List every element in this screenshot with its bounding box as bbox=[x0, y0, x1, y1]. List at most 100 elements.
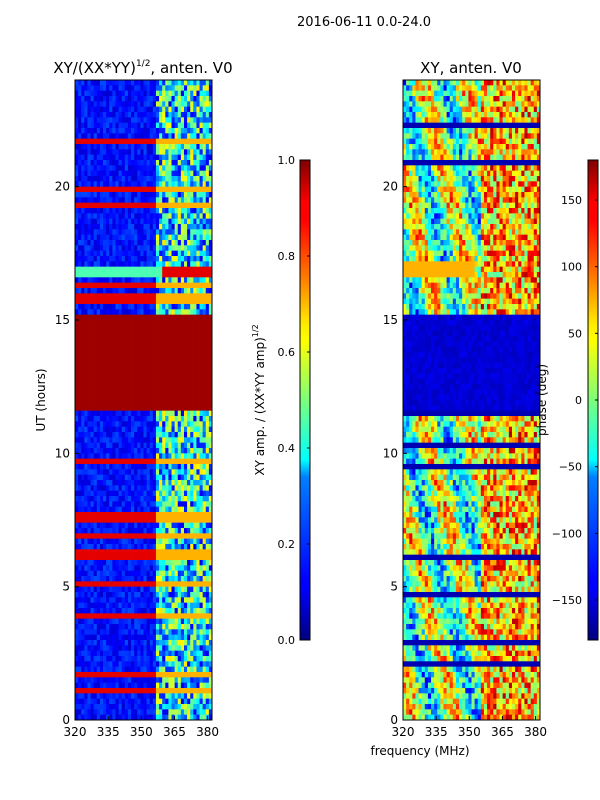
heatmap-cell bbox=[87, 224, 91, 230]
heatmap-cell bbox=[174, 261, 179, 268]
heatmap-cell bbox=[112, 560, 116, 566]
heatmap-cell bbox=[87, 565, 91, 572]
heatmap-cell bbox=[187, 576, 191, 582]
heatmap-cell bbox=[168, 128, 172, 134]
heatmap-cell bbox=[165, 106, 169, 113]
heatmap-cell bbox=[208, 272, 213, 278]
heatmap-cell bbox=[106, 234, 110, 241]
heatmap-cell bbox=[90, 405, 95, 412]
heatmap-cell bbox=[124, 442, 129, 449]
heatmap-cell bbox=[87, 629, 91, 636]
heatmap-cell bbox=[202, 645, 207, 652]
heatmap-cell bbox=[106, 576, 110, 582]
heatmap-cell bbox=[162, 672, 166, 678]
heatmap-cell bbox=[118, 576, 123, 582]
heatmap-cell bbox=[90, 528, 95, 534]
heatmap-cell bbox=[121, 469, 126, 476]
heatmap-cell bbox=[165, 176, 169, 182]
heatmap-cell bbox=[87, 298, 91, 305]
heatmap-cell bbox=[168, 426, 172, 433]
heatmap-cell bbox=[149, 309, 154, 316]
heatmap-cell bbox=[155, 192, 160, 198]
heatmap-cell bbox=[99, 277, 104, 284]
heatmap-cell bbox=[174, 592, 179, 598]
heatmap-cell bbox=[152, 245, 157, 252]
heatmap-cell bbox=[118, 149, 123, 156]
heatmap-cell bbox=[177, 357, 182, 364]
heatmap-cell bbox=[202, 149, 207, 156]
heatmap-cell bbox=[190, 656, 194, 662]
heatmap-cell bbox=[134, 661, 138, 668]
heatmap-cell bbox=[137, 186, 141, 193]
heatmap-cell bbox=[124, 357, 129, 364]
heatmap-cell bbox=[146, 176, 151, 182]
heatmap-cell bbox=[127, 272, 132, 278]
heatmap-cell bbox=[183, 362, 188, 369]
heatmap-cell bbox=[124, 224, 129, 230]
heatmap-cell bbox=[90, 677, 95, 684]
heatmap-cell bbox=[149, 208, 154, 214]
heatmap-cell bbox=[106, 656, 110, 662]
heatmap-cell bbox=[103, 666, 107, 673]
heatmap-cell bbox=[124, 176, 129, 182]
heatmap-cell bbox=[196, 266, 200, 273]
heatmap-cell bbox=[149, 437, 154, 444]
heatmap-cell bbox=[202, 341, 207, 348]
heatmap-cell bbox=[205, 416, 210, 422]
heatmap-cell bbox=[205, 538, 210, 545]
heatmap-cell bbox=[90, 570, 95, 577]
heatmap-cell bbox=[112, 288, 116, 294]
heatmap-cell bbox=[87, 170, 91, 177]
heatmap-cell bbox=[75, 656, 79, 662]
heatmap-cell bbox=[78, 597, 82, 604]
heatmap-cell bbox=[183, 528, 188, 534]
heatmap-cell bbox=[93, 357, 98, 364]
heatmap-cell bbox=[127, 197, 132, 204]
heatmap-cell bbox=[87, 581, 91, 588]
heatmap-cell bbox=[196, 640, 200, 646]
heatmap-cell bbox=[112, 533, 116, 540]
heatmap-cell bbox=[84, 677, 88, 684]
heatmap-cell bbox=[149, 346, 154, 353]
heatmap-cell bbox=[131, 421, 135, 428]
heatmap-cell bbox=[199, 442, 204, 449]
heatmap-cell bbox=[109, 464, 113, 470]
heatmap-cell bbox=[152, 112, 157, 118]
heatmap-cell bbox=[118, 218, 123, 225]
heatmap-cell bbox=[162, 448, 166, 454]
heatmap-cell bbox=[174, 389, 179, 396]
heatmap-cell bbox=[106, 266, 110, 273]
heatmap-cell bbox=[112, 341, 116, 348]
heatmap-cell bbox=[75, 368, 79, 374]
heatmap-cell bbox=[155, 320, 160, 326]
heatmap-cell bbox=[149, 229, 154, 236]
heatmap-cell bbox=[171, 256, 176, 262]
heatmap-cell bbox=[121, 362, 126, 369]
heatmap-cell bbox=[109, 474, 113, 481]
heatmap-cell bbox=[193, 549, 197, 556]
heatmap-cell bbox=[93, 176, 98, 182]
heatmap-cell bbox=[93, 602, 98, 609]
heatmap-cell bbox=[152, 213, 157, 220]
heatmap-cell bbox=[205, 192, 210, 198]
heatmap-cell bbox=[93, 410, 98, 417]
heatmap-cell bbox=[78, 496, 82, 502]
heatmap-cell bbox=[149, 378, 154, 385]
heatmap-cell bbox=[171, 320, 176, 326]
heatmap-cell bbox=[193, 117, 197, 124]
heatmap-cell bbox=[90, 245, 95, 252]
heatmap-cell bbox=[121, 512, 126, 518]
heatmap-cell bbox=[96, 426, 101, 433]
heatmap-cell bbox=[196, 666, 200, 673]
heatmap-cell bbox=[196, 533, 200, 540]
heatmap-cell bbox=[93, 336, 98, 342]
heatmap-cell bbox=[134, 464, 138, 470]
heatmap-cell bbox=[146, 666, 151, 673]
heatmap-cell bbox=[152, 138, 157, 145]
heatmap-cell bbox=[81, 656, 85, 662]
heatmap-cell bbox=[118, 592, 123, 598]
heatmap-cell bbox=[134, 293, 138, 300]
heatmap-cell bbox=[134, 405, 138, 412]
heatmap-cell bbox=[159, 330, 163, 337]
heatmap-cell bbox=[140, 656, 144, 662]
